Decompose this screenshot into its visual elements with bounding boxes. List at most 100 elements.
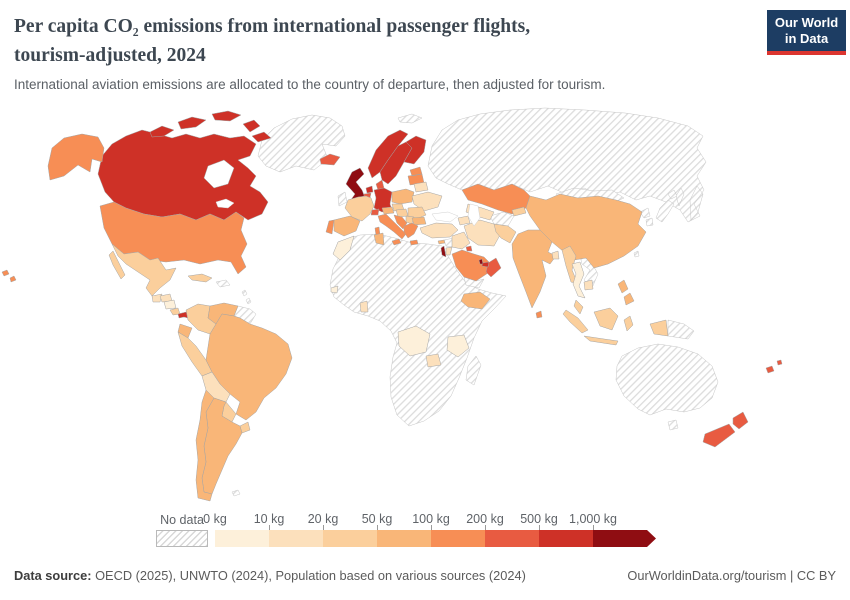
world-map[interactable] xyxy=(0,104,850,508)
owid-link[interactable]: OurWorldinData.org/tourism | CC BY xyxy=(627,568,836,583)
country-oman[interactable] xyxy=(485,257,502,278)
country-belarus[interactable] xyxy=(413,181,429,193)
country-new-zealand[interactable] xyxy=(702,411,749,448)
country-north-korea[interactable] xyxy=(639,207,651,219)
country-pakistan[interactable] xyxy=(493,223,517,244)
country-kyrgyzstan[interactable] xyxy=(511,206,527,217)
country-ukraine[interactable] xyxy=(411,191,443,212)
country-nicaragua[interactable] xyxy=(163,299,177,310)
no-data-swatch[interactable] xyxy=(156,530,208,547)
country-mexico[interactable] xyxy=(108,243,177,297)
legend-bin-8[interactable] xyxy=(593,530,656,547)
chart-footer: Data source: OECD (2025), UNWTO (2024), … xyxy=(14,568,836,583)
legend-tick-label: 10 kg xyxy=(253,512,285,526)
page-title: Per capita CO₂ emissions from internatio… xyxy=(14,12,530,70)
country-tunisia[interactable] xyxy=(373,232,385,246)
legend-bin-3[interactable] xyxy=(323,530,377,547)
country-united-states[interactable] xyxy=(47,133,105,181)
country-uae[interactable] xyxy=(481,261,490,268)
country-turkey[interactable] xyxy=(419,222,459,239)
country-iraq[interactable] xyxy=(451,231,471,250)
country-norway[interactable] xyxy=(367,129,409,179)
legend-tick-mark xyxy=(431,525,432,530)
legend-bin-5[interactable] xyxy=(431,530,485,547)
country-spain[interactable] xyxy=(333,215,361,237)
country-canada[interactable] xyxy=(149,110,272,143)
data-source-text: OECD (2025), UNWTO (2024), Population ba… xyxy=(91,568,526,583)
chart-subtitle: International aviation emissions are all… xyxy=(14,77,606,92)
country-chile[interactable] xyxy=(195,389,215,502)
country-japan[interactable] xyxy=(655,189,678,223)
data-source-label: Data source: xyxy=(14,568,92,583)
country-papua-new-guinea[interactable] xyxy=(667,319,695,340)
owid-logo[interactable]: Our World in Data xyxy=(767,10,846,55)
country-austria[interactable] xyxy=(381,206,395,215)
country-svalbard[interactable] xyxy=(397,113,423,124)
country-thailand[interactable] xyxy=(571,261,586,299)
country-united-states[interactable] xyxy=(1,269,17,283)
legend-tick-label: 50 kg xyxy=(361,512,393,526)
country-fiji[interactable] xyxy=(765,359,783,374)
country-taiwan[interactable] xyxy=(633,250,640,258)
country-zambia[interactable] xyxy=(425,353,442,368)
country-netherlands[interactable] xyxy=(365,185,374,194)
country-kuwait[interactable] xyxy=(465,245,473,252)
country-madagascar[interactable] xyxy=(465,355,482,386)
country-iceland[interactable] xyxy=(319,153,341,166)
legend-bin-1[interactable] xyxy=(215,530,269,547)
country-guatemala[interactable] xyxy=(151,293,163,303)
country-ethiopia[interactable] xyxy=(460,291,491,310)
country-cuba[interactable] xyxy=(187,273,213,283)
legend-tick-label: 1,000 kg xyxy=(569,512,617,526)
country-baltics[interactable] xyxy=(407,166,425,186)
legend-no-data[interactable]: No data xyxy=(155,512,209,547)
country-ghana[interactable] xyxy=(359,300,369,313)
country-drc[interactable] xyxy=(397,325,431,357)
country-bulgaria[interactable] xyxy=(411,216,427,226)
country-brazil[interactable] xyxy=(205,313,293,421)
legend-bin-7[interactable] xyxy=(539,530,593,547)
country-afghanistan[interactable] xyxy=(489,211,515,227)
legend-color-bar xyxy=(215,530,657,547)
country-india[interactable] xyxy=(511,229,557,309)
legend-tick-mark xyxy=(593,525,594,530)
country-azerbaijan[interactable] xyxy=(457,215,471,226)
legend-bin-6[interactable] xyxy=(485,530,539,547)
country-philippines[interactable] xyxy=(617,279,635,306)
country-cambodia[interactable] xyxy=(583,279,594,291)
legend-tick-mark xyxy=(485,525,486,530)
country-falklands[interactable] xyxy=(231,489,241,497)
country-malaysia[interactable] xyxy=(573,299,584,315)
country-hispaniola[interactable] xyxy=(215,279,231,288)
country-poland[interactable] xyxy=(391,188,415,205)
country-south-korea[interactable] xyxy=(645,217,654,227)
legend-bin-2[interactable] xyxy=(269,530,323,547)
country-australia[interactable] xyxy=(615,343,719,431)
country-ireland[interactable] xyxy=(337,191,348,207)
country-qatar[interactable] xyxy=(478,258,484,265)
title-line-2: tourism-adjusted, 2024 xyxy=(14,45,206,66)
country-argentina[interactable] xyxy=(201,397,243,495)
country-bangladesh[interactable] xyxy=(551,250,560,260)
country-tanzania[interactable] xyxy=(446,334,470,358)
black-sea xyxy=(431,211,459,223)
country-israel[interactable] xyxy=(440,245,447,258)
legend-bin-4[interactable] xyxy=(377,530,431,547)
data-source-note: Data source: OECD (2025), UNWTO (2024), … xyxy=(14,568,526,583)
country-iran[interactable] xyxy=(463,219,501,247)
country-finland[interactable] xyxy=(403,135,427,165)
country-switzerland[interactable] xyxy=(370,208,380,216)
country-italy[interactable] xyxy=(374,213,407,246)
country-greece[interactable] xyxy=(403,222,419,246)
country-cyprus[interactable] xyxy=(437,239,446,245)
country-portugal[interactable] xyxy=(325,219,335,235)
country-morocco[interactable] xyxy=(332,235,355,261)
logo-line-1: Our World xyxy=(774,15,839,30)
country-senegal[interactable] xyxy=(330,285,339,294)
country-jordan[interactable] xyxy=(445,246,453,256)
country-antilles[interactable] xyxy=(241,289,252,305)
legend-tick-mark xyxy=(323,525,324,530)
country-indonesia[interactable] xyxy=(562,307,669,346)
country-sri-lanka[interactable] xyxy=(535,310,543,319)
